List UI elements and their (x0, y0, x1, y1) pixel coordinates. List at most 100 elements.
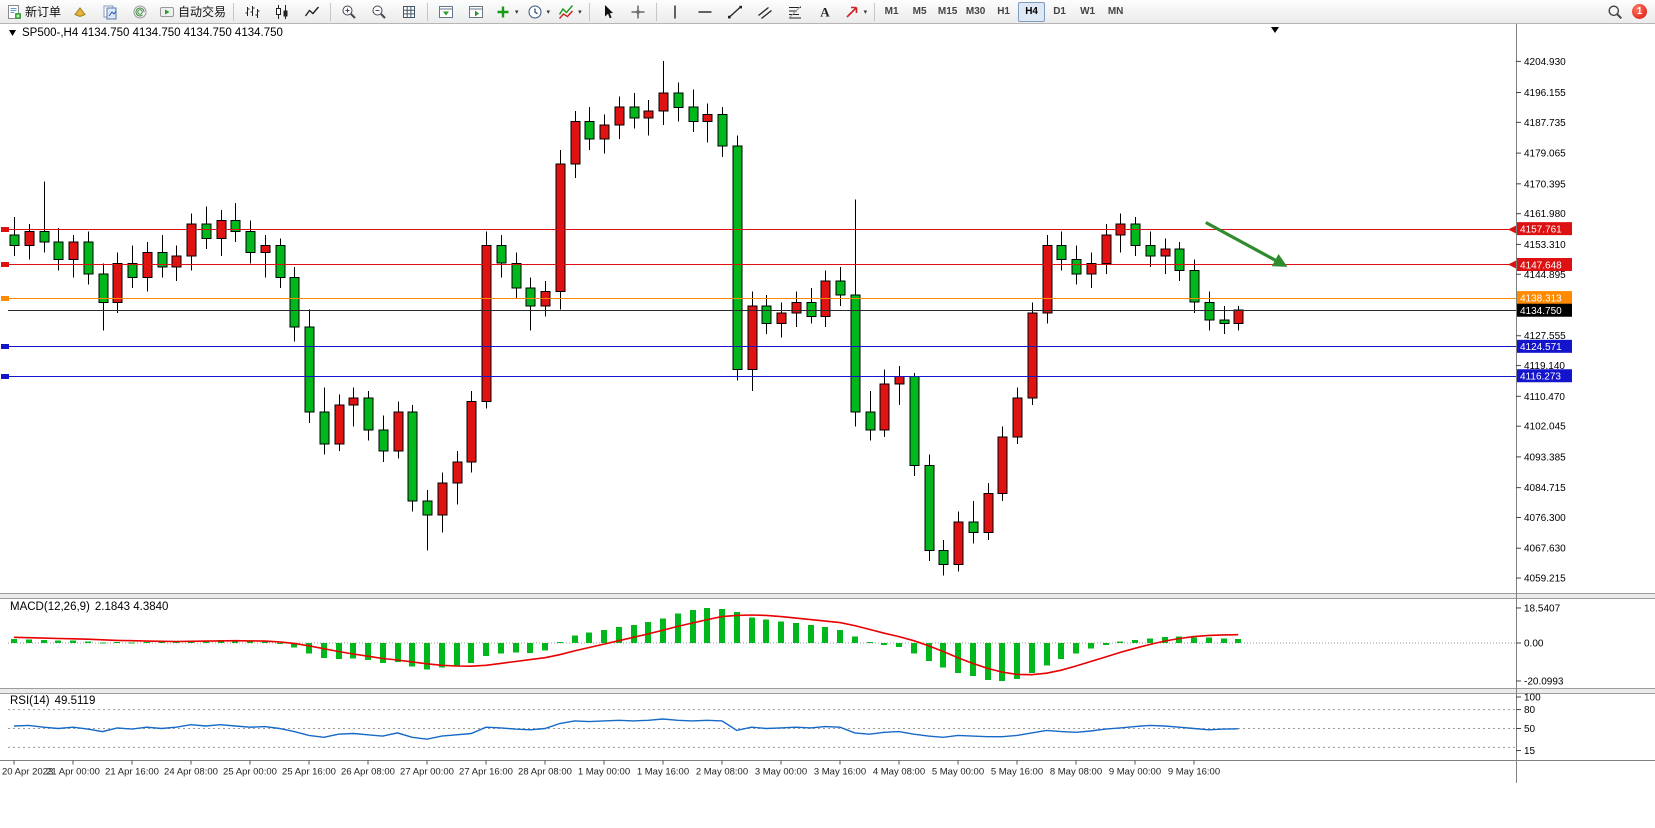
channel-button[interactable] (750, 1, 780, 23)
candle (688, 106, 699, 122)
auto-trading-label: 自动交易 (178, 5, 227, 19)
candle (997, 436, 1008, 495)
line-edge-marker (1, 344, 9, 349)
timeframe-m30-button[interactable]: M30 (965, 6, 986, 17)
candle (452, 461, 463, 484)
panel-splitter[interactable] (0, 688, 1655, 694)
panel-splitter[interactable] (0, 593, 1655, 599)
zoom-out-icon (371, 4, 387, 20)
crosshair-button[interactable] (623, 1, 653, 23)
trendline-button[interactable] (720, 1, 750, 23)
candle (1233, 309, 1244, 325)
candle (924, 464, 935, 551)
price-axis[interactable]: 4204.930 4196.155 4187.735 4179.065 4170.395… (1516, 24, 1572, 783)
community-button[interactable] (125, 1, 155, 23)
candle (938, 550, 949, 566)
market-icon (72, 4, 88, 20)
cascade-windows-button[interactable] (461, 1, 491, 23)
chart-corner-marker (1271, 27, 1279, 33)
macd-panel[interactable]: 18.5407 0.00 -20.0993 (8, 603, 1564, 687)
grid-button[interactable] (394, 1, 424, 23)
bar-chart-button[interactable] (237, 1, 267, 23)
date-axis-label: 2 May 08:00 (696, 767, 748, 778)
timeframe-clock-icon (527, 4, 543, 20)
arrows-button[interactable]: ▾ (840, 1, 872, 23)
fibonacci-icon (787, 4, 803, 20)
timeframe-m15-button[interactable]: M15 (937, 6, 958, 17)
price-axis-label: 4076.300 (1524, 513, 1566, 524)
toolbar-separator (588, 2, 590, 21)
candle (879, 383, 890, 431)
timeframe-h4-button[interactable]: H4 (1018, 1, 1046, 22)
market-button[interactable] (65, 1, 95, 23)
candle (629, 106, 640, 119)
timeframe-mn-button[interactable]: MN (1107, 6, 1124, 17)
price-axis-label: 4153.310 (1524, 240, 1566, 251)
candle (437, 482, 448, 516)
profiles-button[interactable] (95, 1, 125, 23)
candle (835, 280, 846, 296)
candle (909, 376, 920, 466)
candlestick-button[interactable] (267, 1, 297, 23)
candle (304, 326, 315, 413)
candle (289, 276, 300, 328)
notification-badge[interactable]: 1 (1632, 4, 1647, 19)
timeframe-h1-button[interactable]: H1 (997, 6, 1010, 17)
bar-chart-icon (244, 4, 260, 20)
macd-histogram (11, 608, 1241, 681)
dropdown-caret: ▾ (515, 8, 519, 16)
candle (496, 245, 507, 264)
auto-trading-button[interactable]: 自动交易 (155, 1, 230, 23)
zoom-out-button[interactable] (364, 1, 394, 23)
date-axis-label: 27 Apr 16:00 (459, 767, 513, 778)
candle (1189, 269, 1200, 303)
candle (275, 245, 286, 278)
community-icon (132, 4, 148, 20)
toolbar-separator (233, 2, 235, 21)
candle (407, 411, 418, 502)
new-order-button[interactable]: 新订单 (2, 1, 65, 23)
timeframe-d1-button[interactable]: D1 (1053, 6, 1066, 17)
panel-splitters (0, 593, 1655, 694)
line-edge-marker (1, 262, 9, 267)
new-chart-button[interactable]: ▾ (491, 1, 523, 23)
trend-arrow-annotation[interactable] (1205, 221, 1288, 267)
candle (1027, 312, 1038, 399)
zoom-in-button[interactable] (334, 1, 364, 23)
candle (422, 500, 433, 516)
candle (658, 92, 669, 112)
indicators-button[interactable]: ▾ (554, 1, 586, 23)
candle (127, 262, 138, 278)
candle (68, 241, 79, 261)
search-button[interactable] (1600, 1, 1630, 23)
candle (643, 110, 654, 119)
line-edge-marker (1508, 225, 1516, 234)
cursor-button[interactable] (593, 1, 623, 23)
line-chart-icon (304, 4, 320, 20)
fibonacci-button[interactable] (780, 1, 810, 23)
candle (525, 287, 536, 307)
timeframe-m5-button[interactable]: M5 (912, 6, 927, 17)
candle (614, 106, 625, 126)
candle (511, 262, 522, 289)
price-axis-label: 4170.395 (1524, 179, 1566, 190)
vertical-line-button[interactable] (660, 1, 690, 23)
horizontal-line-button[interactable] (690, 1, 720, 23)
price-axis-label: 4187.735 (1524, 118, 1566, 129)
tile-windows-button[interactable] (431, 1, 461, 23)
toolbar-separator (330, 2, 332, 21)
timeframe-w1-button[interactable]: W1 (1080, 6, 1096, 17)
line-chart-button[interactable] (297, 1, 327, 23)
one-click-trading-toggle[interactable] (8, 29, 17, 37)
candle (171, 255, 182, 268)
toolbar: 新订单 自动交易 (0, 0, 1655, 24)
price-tag (1517, 339, 1572, 353)
candle (98, 273, 109, 303)
timeframes-button[interactable]: ▾ (523, 1, 555, 23)
timeframe-m1-button[interactable]: M1 (884, 6, 899, 17)
trendline-icon (727, 5, 742, 18)
text-button[interactable]: A (810, 1, 840, 23)
